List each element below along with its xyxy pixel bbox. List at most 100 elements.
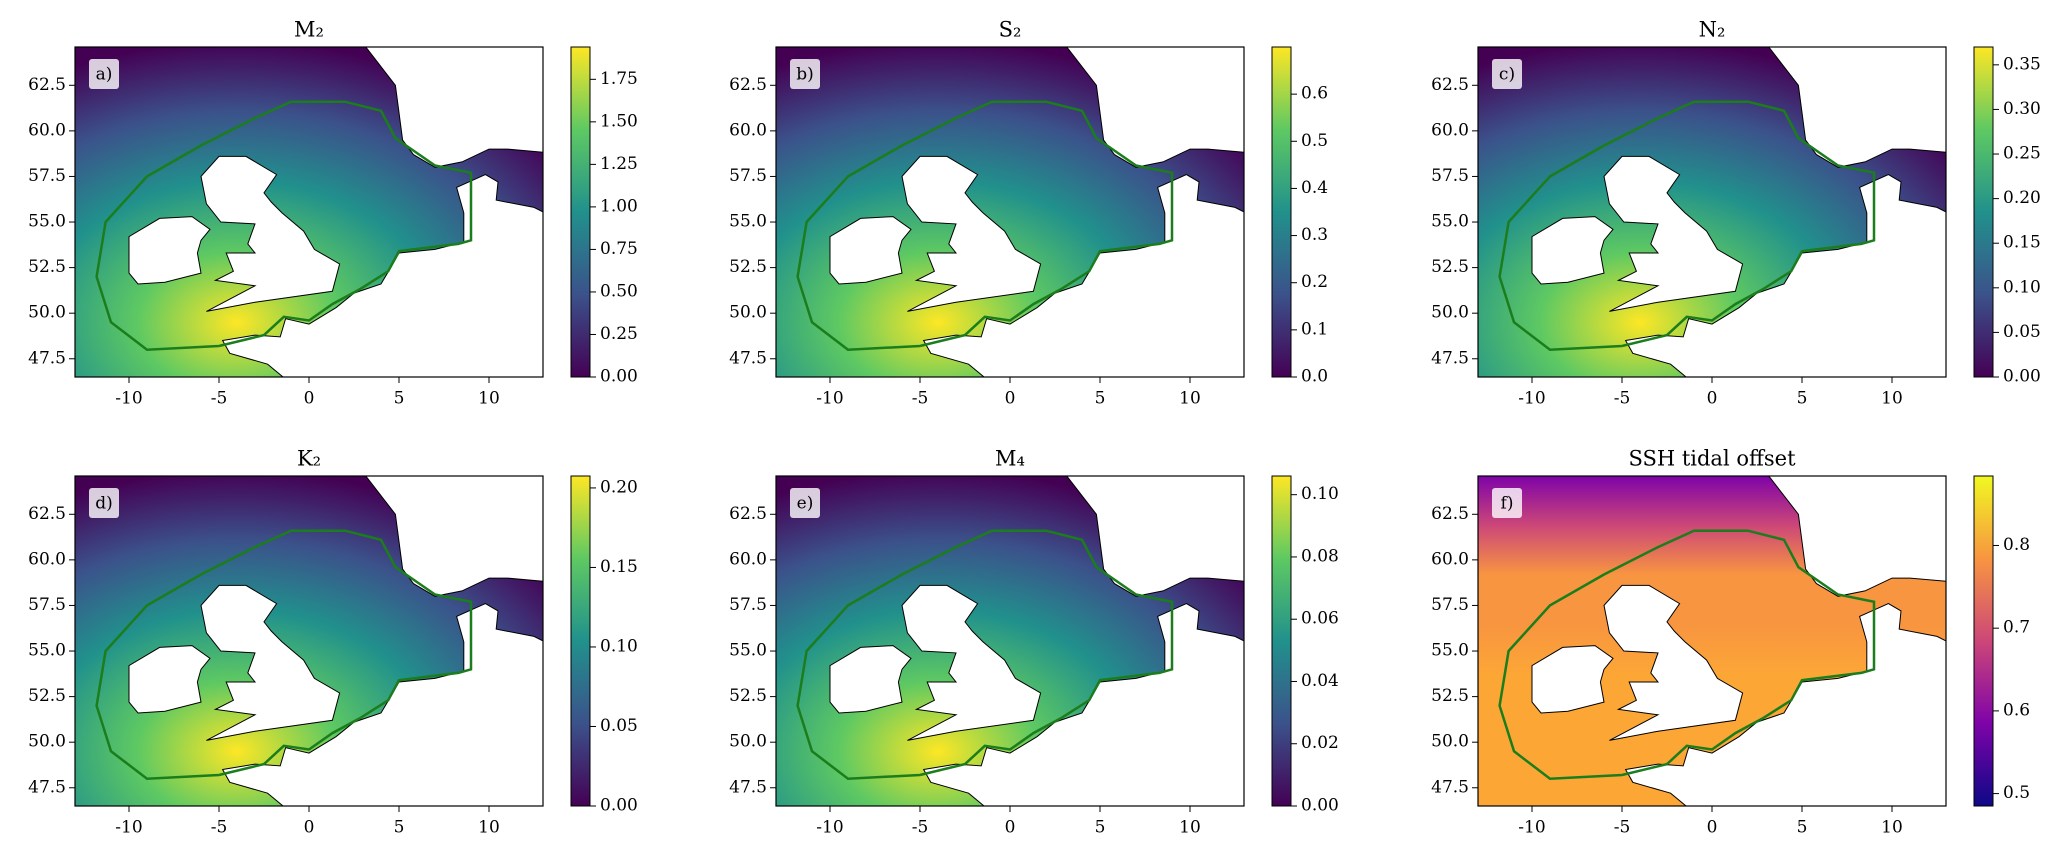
y-tick-label: 50.0 (28, 303, 66, 323)
land (829, 216, 912, 285)
y-tick-label: 57.5 (28, 166, 66, 186)
y-tick-label: 60.0 (28, 549, 66, 569)
panel-label-box (1492, 59, 1522, 89)
y-tick-label: 55.0 (28, 212, 66, 232)
colorbar-tick-label: 0.20 (600, 477, 638, 497)
y-tick-label: 47.5 (28, 348, 66, 368)
y-tick-label: 60.0 (28, 120, 66, 140)
colorbar-tick-label: 0.1 (1301, 319, 1328, 339)
colorbar-tick-label: 0.00 (1301, 796, 1339, 816)
y-tick-label: 60.0 (729, 120, 767, 140)
colorbar (570, 475, 591, 807)
colorbar (1271, 46, 1292, 378)
land (1768, 476, 1946, 597)
land (901, 155, 1042, 312)
chart-title: S₂ (999, 18, 1022, 42)
y-tick-label: 62.5 (1431, 75, 1469, 95)
colorbar (570, 46, 591, 378)
map-area (776, 47, 1244, 377)
colorbar-tick-label: 0.4 (1301, 178, 1328, 198)
colorbar-tick-label: 0.10 (600, 636, 638, 656)
y-tick-label: 50.0 (729, 732, 767, 752)
colorbar-tick-label: 0.6 (2003, 700, 2030, 720)
colorbar-tick-label: 0.50 (600, 281, 638, 301)
y-tick-label: 57.5 (729, 166, 767, 186)
colorbar-tick-label: 0.00 (600, 796, 638, 816)
x-tick-label: -10 (1518, 818, 1545, 838)
x-tick-label: -10 (115, 389, 142, 409)
y-tick-label: 62.5 (1431, 504, 1469, 524)
colorbar-tick-label: 0.08 (1301, 546, 1339, 566)
chart-title: K₂ (297, 447, 321, 471)
colorbar-tick-label: 0.00 (2003, 367, 2041, 387)
land (221, 603, 543, 806)
colorbar-tick-label: 0.05 (600, 716, 638, 736)
colorbar-tick-label: 0.15 (2003, 233, 2041, 253)
colorbar-tick-label: 0.3 (1301, 225, 1328, 245)
x-tick-label: 0 (1005, 818, 1016, 838)
y-tick-label: 47.5 (1431, 348, 1469, 368)
x-tick-label: -5 (211, 389, 228, 409)
y-tick-label: 47.5 (729, 348, 767, 368)
land (922, 174, 1244, 377)
chart-title: N₂ (1699, 18, 1726, 42)
y-tick-label: 55.0 (1431, 212, 1469, 232)
y-tick-label: 52.5 (28, 686, 66, 706)
x-tick-label: 0 (1707, 818, 1718, 838)
land (901, 584, 1042, 741)
land (1768, 47, 1946, 168)
panel-label-box (790, 488, 820, 518)
panel-label: a) (96, 65, 113, 85)
colorbar-tick-label: 0.7 (2003, 618, 2030, 638)
land (365, 47, 543, 168)
region-boundary (95, 529, 473, 780)
land (922, 603, 1244, 806)
x-tick-label: 10 (1881, 818, 1903, 838)
x-tick-label: 5 (394, 389, 405, 409)
y-tick-label: 62.5 (729, 75, 767, 95)
panel-label: e) (797, 494, 814, 514)
x-tick-label: 0 (304, 818, 315, 838)
region-boundary (95, 100, 473, 351)
x-tick-label: -10 (1518, 389, 1545, 409)
map-panel: a) M₂ -10 -5 0 5 10 47.5 50.0 52.5 55.0 57.5 60.0 62.… (28, 18, 638, 409)
x-tick-label: -5 (1614, 389, 1631, 409)
map-panel: b) S₂ -10 -5 0 5 10 47.5 50.0 52.5 55.0 57.5 60.0 62.… (729, 18, 1328, 409)
y-tick-label: 50.0 (1431, 732, 1469, 752)
colorbar-tick-label: 1.00 (600, 196, 638, 216)
y-tick-label: 57.5 (729, 595, 767, 615)
x-tick-label: 10 (1881, 389, 1903, 409)
colorbar-tick-label: 0.5 (2003, 783, 2030, 803)
land (1066, 47, 1244, 168)
colorbar-tick-label: 0.05 (2003, 322, 2041, 342)
colorbar-tick-label: 0.20 (2003, 188, 2041, 208)
map-panel: d) K₂ -10 -5 0 5 10 47.5 50.0 52.5 55.0 57.5 60.0 62.… (28, 447, 638, 838)
x-tick-label: -5 (211, 818, 228, 838)
y-tick-label: 60.0 (1431, 549, 1469, 569)
y-tick-label: 47.5 (1431, 777, 1469, 797)
x-tick-label: 5 (1797, 389, 1808, 409)
colorbar-tick-label: 0.02 (1301, 733, 1339, 753)
colorbar-tick-label: 0.00 (600, 367, 638, 387)
y-tick-label: 57.5 (1431, 166, 1469, 186)
x-tick-label: 5 (1797, 818, 1808, 838)
land (221, 174, 543, 377)
y-tick-label: 60.0 (1431, 120, 1469, 140)
y-tick-label: 52.5 (1431, 257, 1469, 277)
colorbar-tick-label: 0.0 (1301, 367, 1328, 387)
land (1624, 174, 1946, 377)
land (128, 645, 211, 714)
land (1531, 645, 1614, 714)
x-tick-label: -5 (1614, 818, 1631, 838)
panel-label: c) (1499, 65, 1515, 85)
land (200, 584, 341, 741)
land (829, 645, 912, 714)
colorbar-tick-label: 0.06 (1301, 609, 1339, 629)
y-tick-label: 50.0 (1431, 303, 1469, 323)
map-panel: e) M₄ -10 -5 0 5 10 47.5 50.0 52.5 55.0 57.5 60.0 62.… (729, 447, 1339, 838)
land (1624, 603, 1946, 806)
x-tick-label: 10 (478, 818, 500, 838)
colorbar-tick-label: 1.50 (600, 111, 638, 131)
chart-title: M₄ (995, 447, 1025, 471)
y-tick-label: 47.5 (729, 777, 767, 797)
